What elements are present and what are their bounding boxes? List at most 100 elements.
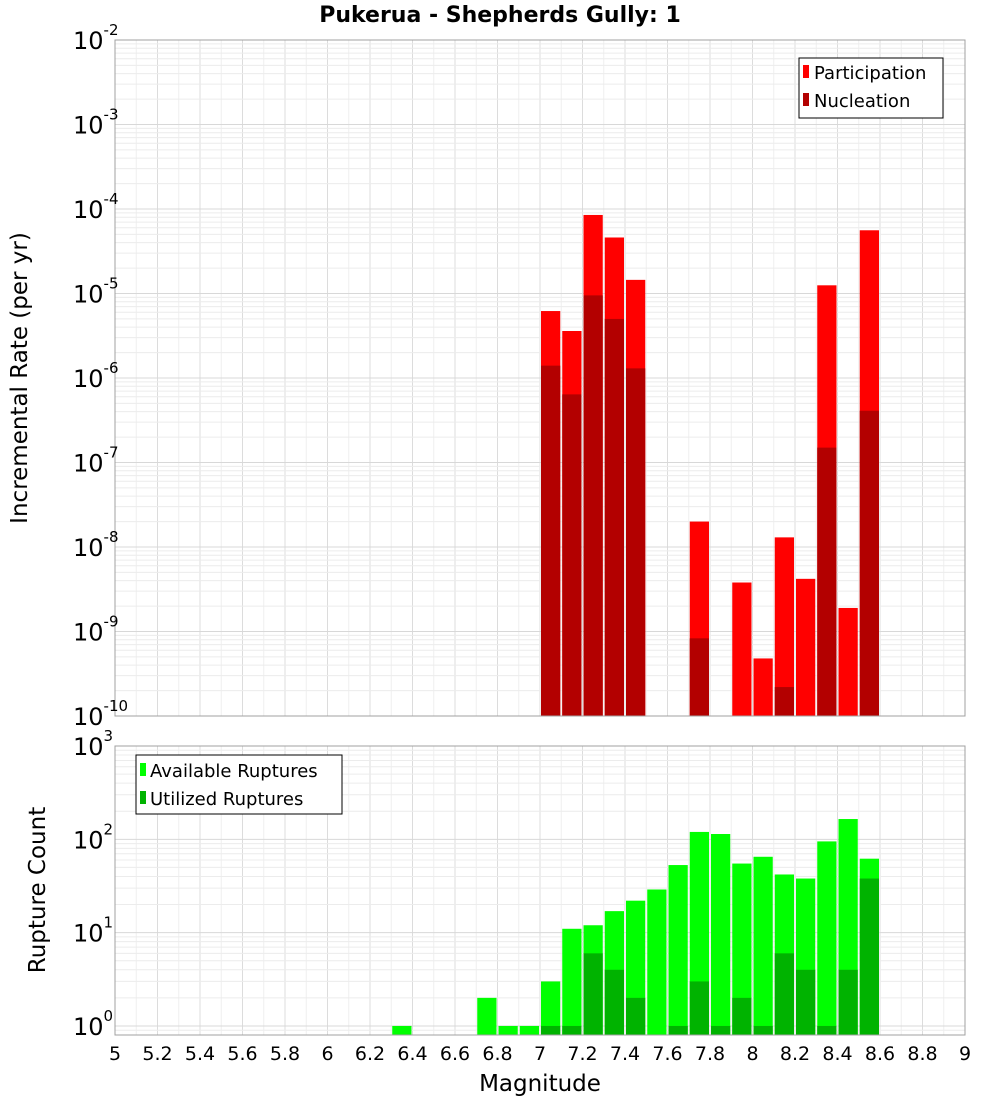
count-bar-available: [541, 981, 561, 1035]
x-tick-label: 5.4: [185, 1043, 215, 1065]
count-bar-available: [498, 1025, 518, 1035]
count-bar-utilized: [796, 969, 816, 1035]
rate-y-tick-label: 10-5: [73, 275, 119, 309]
count-y-axis-label: Rupture Count: [25, 807, 51, 973]
count-bar-utilized: [604, 969, 624, 1035]
rate-bar-participation: [796, 578, 816, 716]
x-tick-label: 8: [746, 1043, 758, 1065]
count-bar-utilized: [541, 1025, 561, 1035]
count-y-tick-label: 101: [73, 914, 113, 948]
count-bar-utilized: [562, 1025, 582, 1035]
rate-y-tick-label: 10-2: [73, 21, 119, 55]
x-tick-label: 6: [321, 1043, 333, 1065]
x-tick-label: 8.8: [907, 1043, 937, 1065]
count-bar-available: [562, 928, 582, 1035]
count-bar-available: [817, 841, 837, 1035]
chart-title: Pukerua - Shepherds Gully: 1: [319, 3, 681, 28]
x-tick-label: 8.4: [822, 1043, 852, 1065]
nucleation-legend-swatch: [803, 93, 809, 106]
rate-y-tick-label: 10-6: [73, 359, 119, 393]
utilized-legend-label: Utilized Ruptures: [150, 789, 303, 810]
utilized-legend-swatch: [140, 791, 146, 804]
rate-legend: Participation Nucleation: [798, 57, 944, 119]
x-tick-label: 5: [109, 1043, 121, 1065]
count-bar-utilized: [689, 981, 709, 1035]
rate-grid: [114, 40, 966, 717]
count-plot-border: [114, 745, 966, 1036]
x-tick-label: 5.8: [270, 1043, 300, 1065]
available-legend-swatch: [140, 763, 146, 776]
x-tick-label: 6.2: [355, 1043, 385, 1065]
rate-y-tick-label: 10-7: [73, 444, 119, 478]
rate-y-tick-label: 10-8: [73, 528, 119, 562]
rate-plot-border: [114, 39, 966, 717]
count-bar-utilized: [711, 1025, 731, 1035]
count-y-ticks: 100 101 102 103: [73, 727, 113, 1041]
x-tick-label: 6.8: [482, 1043, 512, 1065]
rate-y-tick-label: 10-9: [73, 613, 119, 647]
rate-bar-participation: [838, 607, 858, 716]
count-bar-available: [711, 834, 731, 1035]
count-y-tick-label: 100: [73, 1007, 113, 1041]
count-bar-available: [668, 865, 688, 1035]
rate-y-tick-label: 10-10: [73, 697, 128, 731]
x-tick-label: 5.6: [227, 1043, 257, 1065]
rate-bar-nucleation: [859, 410, 879, 716]
count-legend-box: [135, 754, 343, 815]
count-bar-utilized: [626, 997, 646, 1035]
count-y-tick-label: 102: [73, 820, 113, 854]
rate-bar-nucleation: [817, 447, 837, 716]
count-bar-utilized: [668, 1025, 688, 1035]
count-bar-available: [477, 997, 497, 1035]
count-bar-utilized: [732, 997, 752, 1035]
participation-legend-label: Participation: [814, 63, 926, 84]
participation-legend-swatch: [803, 65, 809, 78]
count-bar-available: [647, 889, 667, 1035]
x-tick-label: 7: [534, 1043, 546, 1065]
count-bar-utilized: [859, 878, 879, 1035]
x-tick-label: 5.2: [142, 1043, 172, 1065]
available-legend-label: Available Ruptures: [150, 761, 318, 782]
rate-bar-nucleation: [604, 318, 624, 716]
x-tick-label: 7.2: [567, 1043, 597, 1065]
x-tick-label: 6.4: [397, 1043, 427, 1065]
rate-legend-box: [798, 57, 944, 119]
rate-y-ticks: 10-10 10-9 10-8 10-7 10-6 10-5 10-4 10-3 10-2: [73, 21, 128, 731]
count-y-tick-label: 103: [73, 727, 113, 761]
count-bar-utilized: [817, 1025, 837, 1035]
x-tick-label: 9: [959, 1043, 971, 1065]
rate-y-tick-label: 10-4: [73, 190, 119, 224]
count-legend: Available Ruptures Utilized Ruptures: [135, 754, 343, 815]
nucleation-legend-label: Nucleation: [814, 91, 910, 112]
x-tick-label: 7.8: [695, 1043, 725, 1065]
x-tick-label: 8.6: [865, 1043, 895, 1065]
x-tick-label: 7.6: [652, 1043, 682, 1065]
x-axis-label: Magnitude: [479, 1071, 601, 1097]
count-bar-available: [732, 863, 752, 1035]
count-bar-available: [392, 1025, 412, 1035]
x-tick-label: 7.4: [610, 1043, 640, 1065]
count-bar-available: [519, 1025, 539, 1035]
rate-bar-nucleation: [541, 365, 561, 716]
count-bar-utilized: [838, 969, 858, 1035]
rate-panel: 10-10 10-9 10-8 10-7 10-6 10-5 10-4 10-3 10-2 In…: [7, 21, 966, 731]
rate-bar-nucleation: [562, 394, 582, 716]
rate-y-axis-label: Incremental Rate (per yr): [7, 232, 33, 524]
x-tick-label: 8.2: [780, 1043, 810, 1065]
count-bar-utilized: [753, 1025, 773, 1035]
count-panel: 100 101 102 103 5 5.2 5.4 5.6 5.8 6 6.2 6.4 6.6 6.8 7…: [25, 727, 971, 1097]
x-tick-label: 6.6: [440, 1043, 470, 1065]
count-bar-available: [753, 856, 773, 1035]
x-ticks: 5 5.2 5.4 5.6 5.8 6 6.2 6.4 6.6 6.8 7 7.2 7.4 7.6 7.8 8…: [109, 1043, 971, 1065]
rate-bar-participation: [732, 582, 752, 716]
rate-bar-nucleation: [626, 368, 646, 716]
count-bars: [392, 819, 879, 1035]
rate-bar-participation: [774, 537, 794, 716]
rate-bar-nucleation: [583, 295, 603, 716]
rate-bar-nucleation: [774, 687, 794, 716]
count-bar-utilized: [774, 953, 794, 1035]
rate-y-tick-label: 10-3: [73, 106, 119, 140]
rate-bar-nucleation: [689, 638, 709, 716]
rate-bars: [541, 214, 879, 717]
